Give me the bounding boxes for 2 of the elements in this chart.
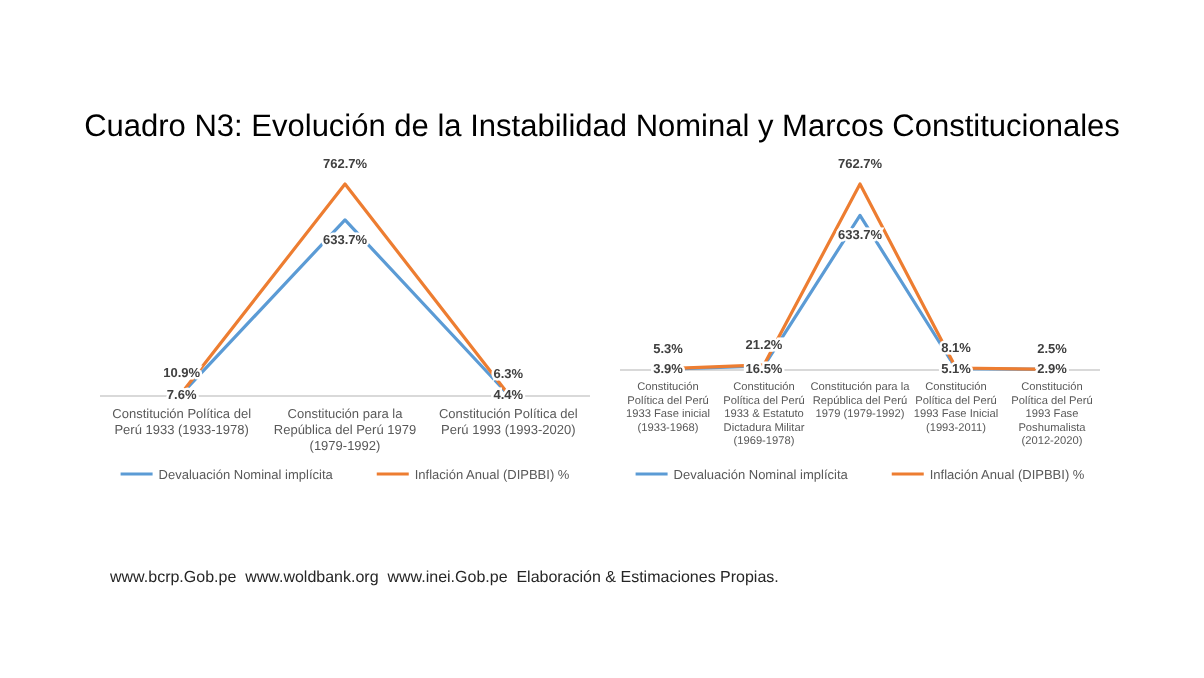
chart-title: Cuadro N3: Evolución de la Instabilidad Nominal y Marcos Constitucionales bbox=[84, 110, 1121, 144]
text: www.bcrp.Gob.pe www.woldbank.org www.inei.Gob.pe Elaboración & Estimaciones Propias. bbox=[108, 568, 779, 586]
